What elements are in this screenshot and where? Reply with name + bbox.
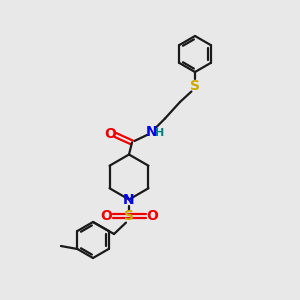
Text: N: N [146, 125, 157, 139]
Text: S: S [190, 79, 200, 92]
Text: H: H [155, 128, 164, 139]
Text: N: N [123, 193, 135, 206]
Text: O: O [146, 209, 158, 223]
Text: O: O [100, 209, 112, 223]
Text: S: S [124, 209, 134, 223]
Text: O: O [104, 127, 116, 140]
